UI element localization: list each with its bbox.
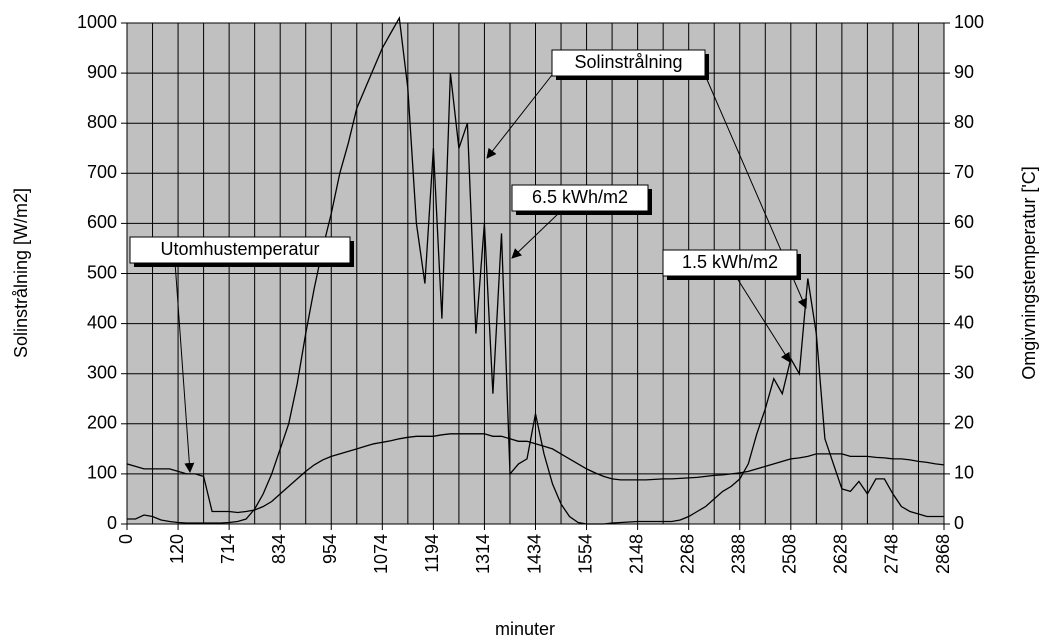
x-tick-label: 2628 [831, 534, 851, 574]
x-tick-label: 120 [167, 534, 187, 564]
y-tick-label: 300 [87, 362, 117, 382]
annotation-box [662, 249, 798, 277]
x-tick-label: 2388 [729, 534, 749, 574]
annotation-arrow [174, 261, 195, 473]
x-tick-label: 2868 [933, 534, 953, 574]
y2-tick-label: 0 [954, 513, 964, 533]
annotation-text: Utomhustemperatur [160, 239, 319, 259]
plot-border [126, 22, 945, 525]
y2-tick-label: 50 [954, 262, 974, 282]
annotation-box [551, 49, 706, 77]
series-line [126, 433, 945, 514]
x-tick-label: 0 [116, 534, 136, 544]
y2-tick-label: 30 [954, 362, 974, 382]
y-tick-label: 0 [107, 513, 117, 533]
y-tick-label: 600 [87, 212, 117, 232]
annotation-arrow [511, 211, 561, 259]
y-tick-label: 700 [87, 162, 117, 182]
y2-tick-label: 90 [954, 62, 974, 82]
annotation-text: Solinstrålning [574, 52, 682, 72]
x-tick-label: 954 [320, 534, 340, 564]
x-tick-label: 1314 [473, 534, 493, 574]
y-axis-label: Solinstrålning [W/m2] [11, 188, 31, 358]
y-tick-label: 800 [87, 112, 117, 132]
y2-tick-label: 40 [954, 312, 974, 332]
y2-tick-label: 20 [954, 413, 974, 433]
x-tick-label: 2268 [677, 534, 697, 574]
y-tick-label: 200 [87, 413, 117, 433]
x-tick-label: 714 [218, 534, 238, 564]
x-tick-label: 2508 [780, 534, 800, 574]
y-tick-label: 100 [87, 463, 117, 483]
x-tick-label: 1554 [575, 534, 595, 574]
x-tick-label: 1074 [371, 534, 391, 574]
x-tick-label: 2748 [882, 534, 902, 574]
annotation-arrow [486, 74, 553, 159]
y2-axis-label: Omgivningstemperatur ['C] [1019, 166, 1039, 380]
y-tick-label: 900 [87, 62, 117, 82]
y-tick-label: 400 [87, 312, 117, 332]
series-line [127, 15, 944, 525]
x-tick-label: 1434 [524, 534, 544, 574]
annotation-text: 1.5 kWh/m2 [682, 252, 778, 272]
x-tick-label: 1194 [422, 534, 442, 573]
y-tick-label: 500 [87, 262, 117, 282]
x-tick-label: 834 [269, 534, 289, 564]
y-tick-label: 1000 [77, 12, 117, 32]
annotation-arrow [734, 274, 791, 363]
x-axis-label: minuter [495, 619, 555, 639]
y2-tick-label: 100 [954, 12, 984, 32]
y2-tick-label: 10 [954, 463, 974, 483]
y2-tick-label: 80 [954, 112, 974, 132]
y2-tick-label: 60 [954, 212, 974, 232]
x-tick-label: 2148 [626, 534, 646, 574]
annotation-text: 6.5 kWh/m2 [532, 187, 628, 207]
annotation-box [129, 236, 351, 264]
annotation-box [511, 184, 649, 212]
y2-tick-label: 70 [954, 162, 974, 182]
